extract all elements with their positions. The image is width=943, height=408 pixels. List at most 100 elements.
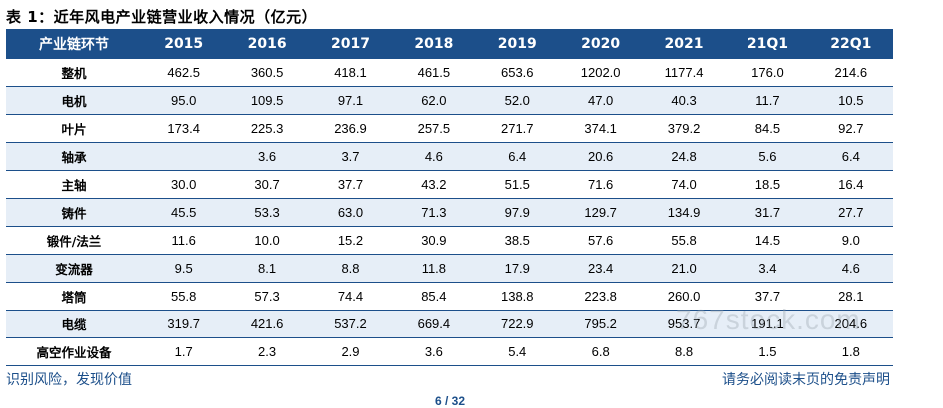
table-cell: 10.0: [225, 226, 309, 255]
table-cell: 14.5: [725, 226, 810, 255]
row-label: 铸件: [6, 198, 142, 227]
table-cell: 374.1: [558, 114, 643, 144]
table-row: 轴承 3.6 3.7 4.6 6.4 20.6 24.8 5.6 6.4: [6, 142, 893, 172]
table-cell: 84.5: [725, 114, 810, 144]
table-cell: 45.5: [142, 198, 226, 227]
table-cell: 271.7: [475, 114, 559, 144]
table-cell: 24.8: [642, 142, 726, 172]
table-cell: 63.0: [308, 198, 393, 227]
table-row: 变流器 9.5 8.1 8.8 11.8 17.9 23.4 21.0 3.4 4.6: [6, 254, 893, 283]
table-row: 叶片 173.4 225.3 236.9 257.5 271.7 374.1 379.2 84.…: [6, 114, 893, 144]
table-cell: 260.0: [642, 282, 726, 311]
table-cell: 15.2: [308, 226, 393, 255]
table-cell: 71.6: [558, 170, 643, 199]
table-cell: 20.6: [558, 142, 643, 172]
table-cell: 30.0: [142, 170, 226, 199]
table-cell: [142, 142, 226, 172]
table-cell: 653.6: [475, 59, 559, 88]
table-cell: 225.3: [225, 114, 309, 144]
table-cell: 10.5: [809, 86, 893, 116]
table-cell: 3.7: [308, 142, 393, 172]
table-cell: 51.5: [475, 170, 559, 199]
table-cell: 74.4: [308, 282, 393, 311]
table-cell: 11.6: [142, 226, 226, 255]
table-row: 主轴 30.0 30.7 37.7 43.2 51.5 71.6 74.0 18.5 16.4: [6, 170, 893, 199]
table-cell: 537.2: [308, 310, 393, 339]
table-title: 表 1：近年风电产业链营业收入情况（亿元）: [6, 8, 318, 26]
table-cell: 2.3: [225, 337, 309, 367]
row-label: 整机: [6, 59, 142, 88]
table-cell: 129.7: [558, 198, 643, 227]
table-cell: 953.7: [642, 310, 726, 339]
table-cell: 30.7: [225, 170, 309, 199]
table-row: 高空作业设备 1.7 2.3 2.9 3.6 5.4 6.8 8.8 1.5 1.8: [6, 337, 893, 367]
table-cell: 204.6: [809, 310, 893, 339]
table-cell: 8.8: [642, 337, 726, 367]
table-cell: 418.1: [308, 59, 393, 88]
header-cell-2019: 2019: [475, 29, 559, 59]
table-cell: 1202.0: [558, 59, 643, 88]
table-cell: 1.7: [142, 337, 226, 367]
table-cell: 5.4: [475, 337, 559, 367]
table-cell: 8.1: [225, 254, 309, 283]
table-cell: 669.4: [392, 310, 476, 339]
table-cell: 4.6: [392, 142, 476, 172]
table-cell: 55.8: [642, 226, 726, 255]
table-cell: 31.7: [725, 198, 810, 227]
table-cell: 57.3: [225, 282, 309, 311]
table-cell: 28.1: [809, 282, 893, 311]
revenue-table: 产业链环节 2015 2016 2017 2018 2019 2020 2021…: [6, 29, 893, 367]
table-cell: 9.0: [809, 226, 893, 255]
table-cell: 40.3: [642, 86, 726, 116]
table-cell: 9.5: [142, 254, 226, 283]
table-row: 电缆 319.7 421.6 537.2 669.4 722.9 795.2 953.7 191…: [6, 310, 893, 339]
table-cell: 11.8: [392, 254, 476, 283]
table-cell: 43.2: [392, 170, 476, 199]
header-cell-segment: 产业链环节: [6, 29, 142, 59]
table-cell: 3.6: [392, 337, 476, 367]
table-cell: 71.3: [392, 198, 476, 227]
table-cell: 462.5: [142, 59, 226, 88]
table-cell: 17.9: [475, 254, 559, 283]
row-label: 主轴: [6, 170, 142, 199]
table-cell: 53.3: [225, 198, 309, 227]
table-cell: 62.0: [392, 86, 476, 116]
table-cell: 47.0: [558, 86, 643, 116]
row-label: 叶片: [6, 114, 142, 144]
table-cell: 52.0: [475, 86, 559, 116]
table-cell: 74.0: [642, 170, 726, 199]
header-cell-2021: 2021: [642, 29, 726, 59]
table-cell: 319.7: [142, 310, 226, 339]
table-cell: 8.8: [308, 254, 393, 283]
table-cell: 37.7: [308, 170, 393, 199]
table-body: 整机 462.5 360.5 418.1 461.5 653.6 1202.0 1177.4 1…: [6, 59, 893, 367]
table-cell: 11.7: [725, 86, 810, 116]
table-cell: 379.2: [642, 114, 726, 144]
table-header-row: 产业链环节 2015 2016 2017 2018 2019 2020 2021…: [6, 29, 893, 59]
row-label: 塔筒: [6, 282, 142, 311]
row-label: 电缆: [6, 310, 142, 339]
table-cell: 173.4: [142, 114, 226, 144]
table-row: 锻件/法兰 11.6 10.0 15.2 30.9 38.5 57.6 55.8 14.5 9.0: [6, 226, 893, 255]
table-cell: 6.4: [809, 142, 893, 172]
table-cell: 97.1: [308, 86, 393, 116]
header-cell-2017: 2017: [308, 29, 393, 59]
table-cell: 95.0: [142, 86, 226, 116]
header-cell-2018: 2018: [392, 29, 476, 59]
table-cell: 722.9: [475, 310, 559, 339]
table-cell: 1177.4: [642, 59, 726, 88]
table-cell: 55.8: [142, 282, 226, 311]
table-cell: 23.4: [558, 254, 643, 283]
table-cell: 223.8: [558, 282, 643, 311]
table-cell: 92.7: [809, 114, 893, 144]
table-cell: 30.9: [392, 226, 476, 255]
table-cell: 795.2: [558, 310, 643, 339]
row-label: 变流器: [6, 254, 142, 283]
table-cell: 3.4: [725, 254, 810, 283]
footer-slogan: 识别风险，发现价值: [6, 372, 132, 388]
table-cell: 85.4: [392, 282, 476, 311]
table-cell: 1.8: [809, 337, 893, 367]
row-label: 锻件/法兰: [6, 226, 142, 255]
footer-disclaimer: 请务必阅读末页的免责声明: [722, 372, 890, 388]
table-cell: 21.0: [642, 254, 726, 283]
